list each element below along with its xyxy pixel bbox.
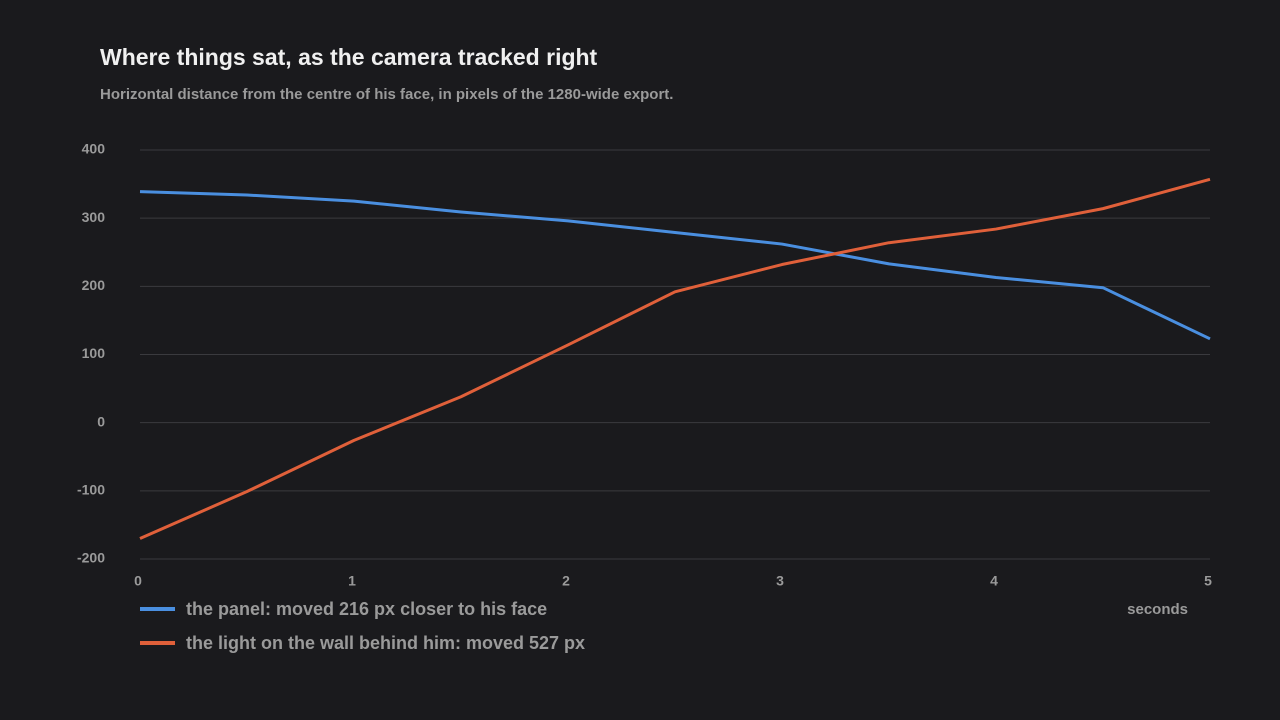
x-tick-label: 1 <box>348 573 356 589</box>
y-tick-label: 200 <box>82 277 106 293</box>
x-tick-label: 5 <box>1204 573 1212 589</box>
x-tick-label: 4 <box>990 573 998 589</box>
y-tick-label: 300 <box>82 209 106 225</box>
series-line <box>139 190 1211 341</box>
x-tick-label: 2 <box>562 573 570 589</box>
series-line <box>139 177 1211 540</box>
legend-label: the light on the wall behind him: moved … <box>186 633 585 653</box>
y-tick-label: -100 <box>77 482 105 498</box>
y-tick-label: 100 <box>82 345 106 361</box>
y-tick-label: 0 <box>97 413 105 429</box>
y-tick-label: -200 <box>77 550 105 566</box>
chart-title: Where things sat, as the camera tracked … <box>100 44 598 70</box>
x-tick-label: 3 <box>776 573 784 589</box>
x-axis-label: seconds <box>1127 601 1188 618</box>
chart-subtitle: Horizontal distance from the centre of h… <box>100 86 673 103</box>
x-tick-label: 0 <box>134 573 142 589</box>
legend-label: the panel: moved 216 px closer to his fa… <box>186 599 547 619</box>
y-tick-label: 400 <box>82 141 106 157</box>
